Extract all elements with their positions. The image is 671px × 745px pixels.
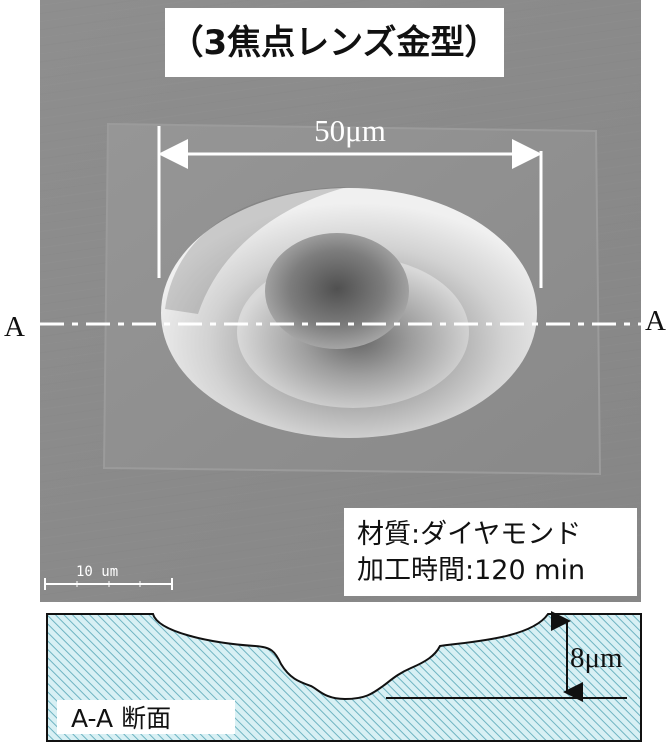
material-text: 材質:ダイヤモンド [357, 519, 581, 550]
depth-label: 8μm [570, 642, 623, 674]
top-dimension: 50μm [157, 113, 543, 288]
title-text: （3焦点レンズ金型） [170, 23, 499, 63]
scale-bar-label: 10 um [76, 564, 118, 580]
scale-bar-group: 10 um [44, 564, 173, 590]
info-box [344, 508, 637, 596]
dimension-label: 50μm [314, 113, 386, 148]
sem-image [40, 0, 641, 602]
lens-center [265, 233, 409, 349]
cross-section-label-box [57, 700, 235, 734]
cross-section: 8μm A-A 断面 [46, 611, 642, 742]
cross-section-label: A-A 断面 [71, 704, 171, 733]
lens-shadow-left [165, 187, 347, 314]
title-box [165, 8, 504, 77]
section-label-left: A [4, 311, 25, 343]
machining-time-text: 加工時間:120 min [357, 555, 585, 586]
section-line-group: A A [4, 305, 666, 343]
section-label-right: A [645, 305, 666, 337]
